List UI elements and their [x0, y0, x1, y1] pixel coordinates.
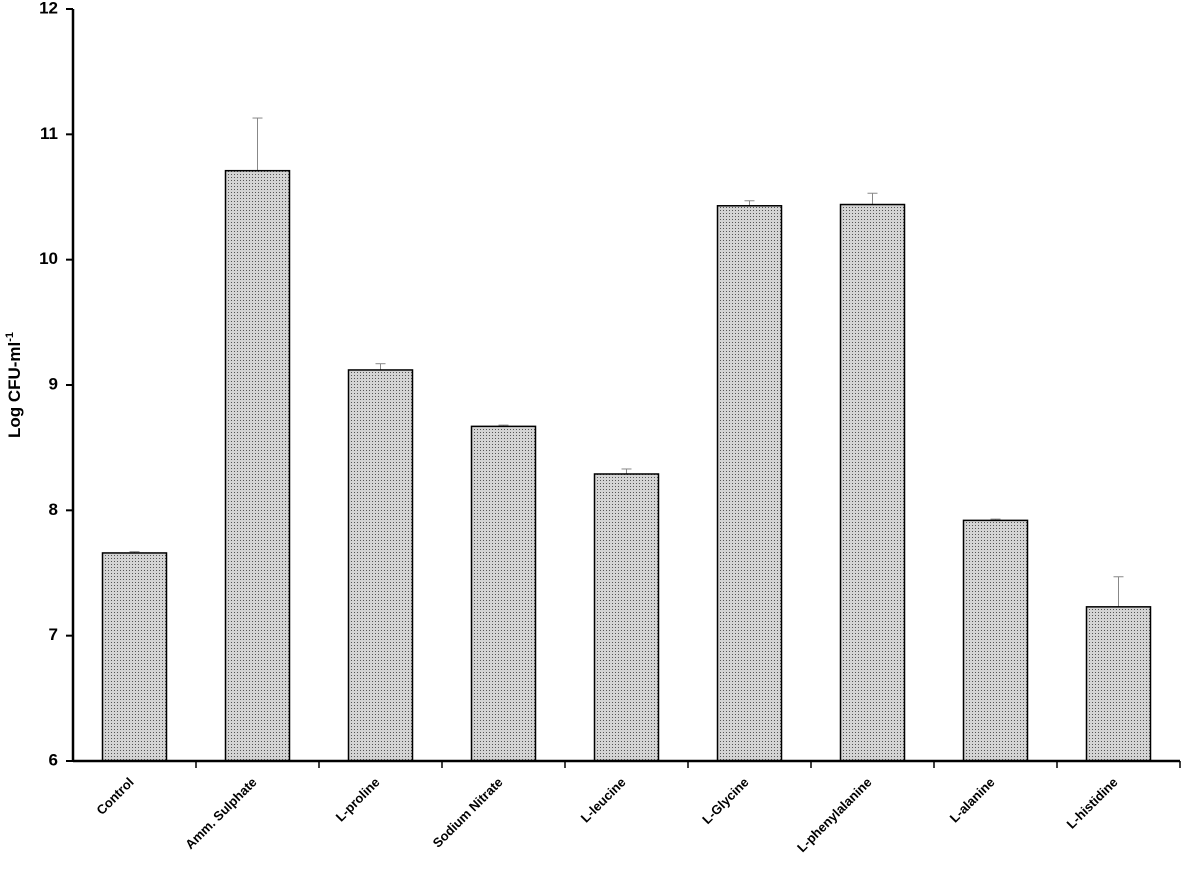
x-tick-label: L-proline — [333, 775, 383, 825]
bar — [962, 519, 1029, 762]
bar — [593, 473, 660, 762]
x-tick-label: Amm. Sulphate — [182, 775, 260, 853]
bar — [347, 369, 414, 762]
bar — [839, 203, 906, 762]
y-axis-label: Log CFU-ml-1 — [4, 332, 24, 438]
x-tick-label: L-phenylalanine — [794, 775, 875, 856]
y-tick-label: 8 — [49, 500, 58, 519]
bar — [224, 169, 291, 762]
y-tick-label: 6 — [49, 750, 58, 769]
bar — [1085, 606, 1152, 762]
y-tick-label: 11 — [40, 124, 58, 143]
bar — [470, 425, 537, 762]
x-tick-label: L-alanine — [947, 775, 998, 826]
y-axis-label-text: Log CFU-ml — [5, 342, 24, 438]
x-tick-label: L-leucine — [578, 775, 629, 826]
y-tick-label: 9 — [49, 374, 58, 393]
x-tick-label: Sodium Nitrate — [430, 775, 506, 851]
x-tick-label: L-Glycine — [699, 775, 752, 828]
y-tick-label: 7 — [49, 625, 58, 644]
y-tick-label: 12 — [39, 0, 58, 17]
x-tick-label: Control — [93, 775, 136, 818]
bar — [101, 552, 168, 762]
y-tick-label: 10 — [39, 249, 58, 268]
x-tick-label: L-histidine — [1064, 775, 1121, 832]
bar — [716, 205, 783, 762]
y-axis-label-superscript: -1 — [4, 332, 16, 342]
